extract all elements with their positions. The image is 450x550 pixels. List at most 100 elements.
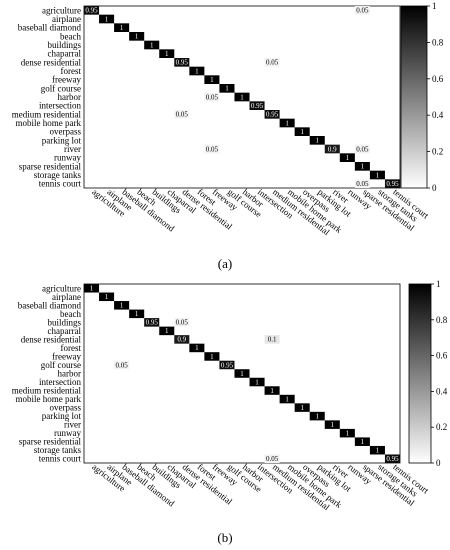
confusion-matrix-a-chart: 0.95 0.05 1 1 1 1 1 0.95 0.05 1 1 1 1 0.05 0.95 0.95 0.0…: [12, 1, 444, 238]
row-label-dense-residential: dense residential: [21, 334, 82, 344]
cell-value-label: 0.05: [176, 319, 189, 327]
cell-value-label: 1: [210, 353, 214, 361]
cell-value-label: 1: [315, 412, 319, 420]
matrix-cell-tennis-court-tennis-court: [384, 179, 400, 188]
cell-value-label: 1: [315, 137, 319, 145]
matrix-cell-beach-beach: [129, 309, 145, 319]
cell-value-label: 1: [120, 302, 124, 310]
row-label-beach: beach: [60, 309, 81, 319]
matrix-cell-medium-residential-dense-residential: [174, 110, 190, 119]
row-label-airplane: airplane: [52, 14, 81, 24]
panel-caption-a: (a): [217, 256, 233, 271]
matrix-cell-airplane-airplane: [99, 14, 115, 24]
row-label-chaparral: chaparral: [48, 49, 82, 59]
matrix-cell-medium-residential-medium-residential: [264, 386, 280, 395]
row-label-overpass: overpass: [50, 403, 82, 413]
row-label-harbor: harbor: [58, 369, 82, 379]
matrix-cell-dense-residential-dense-residential: [174, 58, 190, 67]
matrix-cell-tennis-court-medium-residential: [264, 454, 280, 463]
row-label-agriculture: agriculture: [42, 283, 81, 293]
matrix-cell-river-river: [324, 144, 340, 154]
matrix-cell-dense-residential-medium-residential: [264, 58, 280, 67]
row-label-forest: forest: [61, 343, 82, 353]
colorbar-tick-label: 1: [432, 1, 437, 11]
cell-value-label: 0.95: [221, 361, 234, 369]
matrix-cell-harbor-harbor: [234, 369, 250, 378]
row-label-agriculture: agriculture: [42, 5, 81, 15]
cell-value-label: 0.95: [386, 180, 399, 188]
cell-value-label: 0.05: [206, 145, 219, 153]
colorbar-tick-label: 0.2: [436, 422, 447, 432]
colorbar-tick-label: 0.6: [432, 74, 444, 84]
matrix-cell-runway-runway: [339, 153, 355, 162]
cell-value-label: 1: [331, 421, 335, 429]
cell-value-label: 1: [150, 41, 154, 49]
row-label-sparse-residential: sparse residential: [19, 161, 82, 171]
matrix-cell-runway-runway: [339, 428, 355, 438]
cell-value-label: 1: [165, 327, 169, 335]
row-label-tennis-court: tennis court: [39, 179, 82, 189]
confusion-matrix-panel-a: 0.95 0.05 1 1 1 1 1 0.95 0.05 1 1 1 1 0.05 0.95 0.95 0.0…: [12, 1, 444, 271]
cell-value-label: 1: [195, 344, 199, 352]
row-label-baseball-diamond: baseball diamond: [18, 300, 82, 310]
cell-value-label: 1: [361, 438, 365, 446]
cell-value-label: 1: [135, 33, 139, 41]
cell-value-label: 0.9: [177, 336, 186, 344]
matrix-cell-freeway-freeway: [204, 75, 220, 84]
colorbar-tick-label: 0.6: [436, 351, 448, 361]
matrix-cell-baseball-diamond-baseball-diamond: [114, 301, 130, 310]
cell-value-label: 1: [300, 404, 304, 412]
cell-value-label: 0.05: [356, 180, 369, 188]
colorbar: [400, 5, 428, 189]
cell-value-label: 1: [105, 293, 109, 301]
row-label-runway: runway: [54, 428, 81, 438]
cell-value-label: 0.1: [268, 336, 277, 344]
matrix-cell-chaparral-chaparral: [159, 49, 175, 58]
cell-value-label: 1: [376, 171, 380, 179]
matrix-cell-mobile-home-park-mobile-home-park: [279, 394, 295, 404]
row-label-storage-tanks: storage tanks: [34, 170, 82, 180]
cell-value-label: 0.05: [176, 111, 189, 119]
cell-value-label: 0.95: [85, 7, 98, 15]
matrix-cell-dense-residential-dense-residential: [174, 335, 190, 344]
cell-value-label: 1: [195, 67, 199, 75]
cell-value-label: 1: [285, 395, 289, 403]
colorbar-tick-label: 0.4: [436, 386, 448, 396]
colorbar-tick-label: 0.8: [436, 315, 448, 325]
matrix-cell-medium-residential-medium-residential: [264, 110, 280, 119]
row-label-intersection: intersection: [39, 377, 81, 387]
cell-value-label: 1: [105, 15, 109, 23]
colorbar-tick-label: 0.4: [432, 110, 444, 120]
cell-value-label: 1: [285, 119, 289, 127]
matrix-cell-intersection-intersection: [249, 101, 265, 110]
row-label-parking-lot: parking lot: [42, 411, 82, 421]
cell-value-label: 0.05: [206, 93, 219, 101]
cell-value-label: 0.95: [251, 102, 264, 110]
matrix-cell-river-river: [324, 420, 340, 429]
cell-value-label: 0.05: [266, 455, 279, 463]
matrix-cell-dense-residential-medium-residential: [264, 335, 280, 344]
matrix-cell-storage-tanks-storage-tanks: [369, 445, 385, 455]
cell-value-label: 1: [90, 285, 94, 293]
cell-value-label: 0.95: [176, 59, 189, 67]
matrix-cell-harbor-freeway: [204, 92, 220, 102]
matrix-cell-sparse-residential-sparse-residential: [354, 437, 370, 446]
row-label-runway: runway: [54, 153, 81, 163]
row-label-harbor: harbor: [58, 92, 82, 102]
matrix-cell-golf-course-golf-course: [219, 84, 235, 93]
cell-value-label: 1: [255, 378, 259, 386]
matrix-cell-storage-tanks-storage-tanks: [369, 170, 385, 180]
cell-value-label: 0.05: [266, 59, 279, 67]
cell-value-label: 0.9: [328, 145, 337, 153]
cell-value-label: 1: [300, 128, 304, 136]
row-label-river: river: [64, 420, 81, 430]
cell-value-label: 1: [240, 370, 244, 378]
cell-value-label: 1: [225, 85, 229, 93]
row-label-golf-course: golf course: [41, 360, 81, 370]
matrix-cell-buildings-dense-residential: [174, 318, 190, 327]
matrix-cell-parking-lot-parking-lot: [309, 411, 325, 421]
row-label-parking-lot: parking lot: [42, 135, 82, 145]
row-label-medium-residential: medium residential: [12, 386, 82, 396]
row-label-buildings: buildings: [47, 317, 81, 327]
